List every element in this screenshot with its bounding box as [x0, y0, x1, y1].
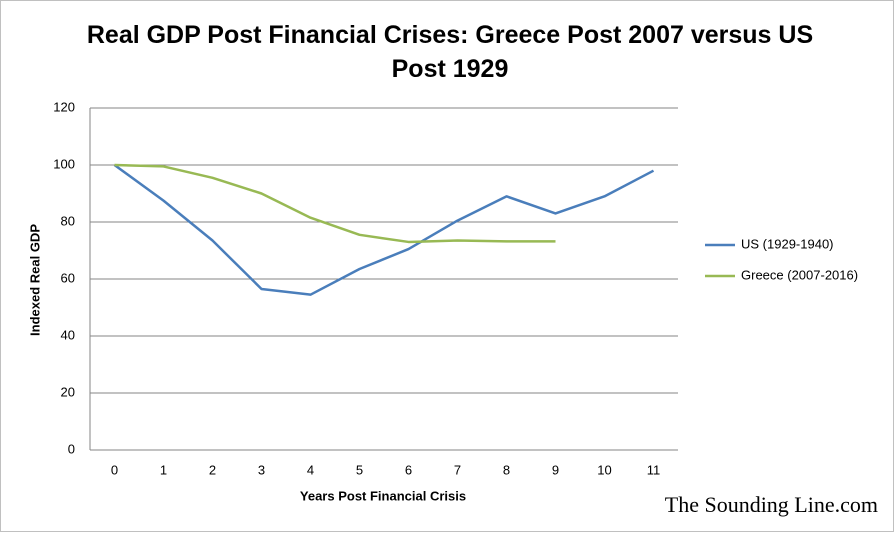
legend-label: Greece (2007-2016) [741, 267, 858, 282]
y-tick-label: 20 [61, 384, 75, 399]
y-tick-label: 40 [61, 327, 75, 342]
x-tick-label: 6 [405, 462, 412, 477]
line-series [113, 163, 655, 296]
x-tick-label: 9 [552, 462, 559, 477]
x-tick-label: 7 [454, 462, 461, 477]
line-series [114, 163, 556, 244]
x-tick-label: 3 [258, 462, 265, 477]
y-tick-label: 0 [68, 441, 75, 456]
x-tick-label: 1 [160, 462, 167, 477]
x-axis-label: Years Post Financial Crisis [300, 488, 466, 503]
x-tick-label: 11 [647, 462, 661, 477]
y-axis-label: Indexed Real GDP [27, 224, 42, 336]
x-tick-label: 2 [209, 462, 216, 477]
x-tick-label: 8 [503, 462, 510, 477]
x-tick-label: 10 [597, 462, 611, 477]
chart-title: Real GDP Post Financial Crises: Greece P… [86, 21, 814, 83]
y-tick-label: 120 [53, 99, 75, 114]
y-tick-label: 80 [61, 213, 75, 228]
legend-label: US (1929-1940) [741, 236, 834, 251]
x-tick-label: 4 [307, 462, 314, 477]
y-tick-label: 100 [53, 156, 75, 171]
watermark: The Sounding Line.com [665, 492, 878, 517]
x-tick-label: 5 [356, 462, 363, 477]
y-tick-label: 60 [61, 270, 75, 285]
x-tick-label: 0 [111, 462, 118, 477]
